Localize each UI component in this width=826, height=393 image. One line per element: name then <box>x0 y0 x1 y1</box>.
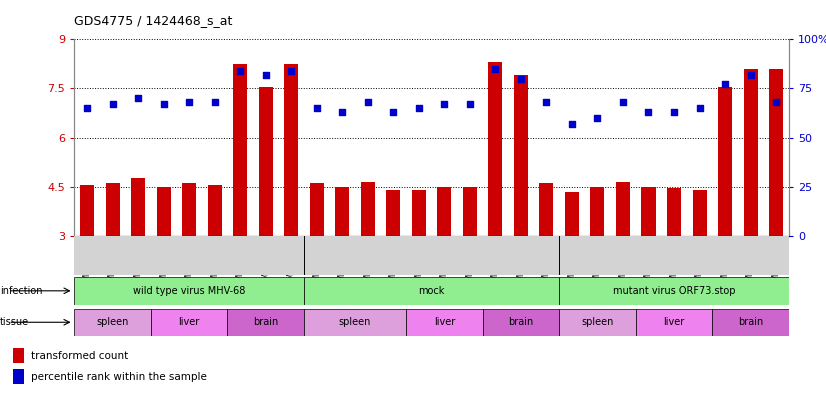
Bar <box>74 309 151 336</box>
Bar <box>151 309 227 336</box>
Bar <box>80 185 94 236</box>
Bar <box>482 309 559 336</box>
Bar <box>13 369 24 384</box>
Bar <box>565 192 579 236</box>
Bar <box>463 187 477 236</box>
Bar <box>183 184 197 236</box>
Point <box>259 72 273 78</box>
Text: wild type virus MHV-68: wild type virus MHV-68 <box>133 286 245 296</box>
Point <box>285 68 298 74</box>
Bar <box>718 87 732 236</box>
Bar <box>412 190 426 236</box>
Bar <box>712 309 789 336</box>
Point <box>183 99 196 105</box>
Point <box>591 115 604 121</box>
Point <box>412 105 425 111</box>
Point <box>361 99 374 105</box>
Bar <box>284 64 298 236</box>
Bar <box>642 187 656 236</box>
Bar <box>335 187 349 236</box>
Bar <box>591 187 605 236</box>
Bar <box>636 309 712 336</box>
Bar <box>514 75 528 236</box>
Bar <box>361 182 375 236</box>
Bar <box>227 309 304 336</box>
Bar <box>310 184 324 236</box>
Bar <box>769 69 783 236</box>
Bar <box>616 182 630 236</box>
Bar <box>207 185 221 236</box>
Text: brain: brain <box>253 317 278 327</box>
Text: liver: liver <box>663 317 685 327</box>
Point <box>744 72 757 78</box>
Point <box>770 99 783 105</box>
Text: transformed count: transformed count <box>31 351 128 361</box>
Bar <box>559 277 789 305</box>
Text: spleen: spleen <box>582 317 614 327</box>
Text: brain: brain <box>738 317 763 327</box>
Point <box>438 101 451 107</box>
Point <box>719 81 732 88</box>
Text: brain: brain <box>508 317 534 327</box>
Bar <box>743 69 757 236</box>
Bar <box>13 348 24 363</box>
Text: mock: mock <box>419 286 444 296</box>
Bar <box>131 178 145 236</box>
Text: spleen: spleen <box>339 317 371 327</box>
Bar <box>692 190 706 236</box>
Point <box>642 109 655 115</box>
Bar <box>387 190 401 236</box>
Point <box>489 66 502 72</box>
Text: infection: infection <box>0 286 42 296</box>
Text: percentile rank within the sample: percentile rank within the sample <box>31 372 206 382</box>
Point <box>335 109 349 115</box>
Point <box>310 105 323 111</box>
Text: spleen: spleen <box>97 317 129 327</box>
Text: liver: liver <box>178 317 200 327</box>
Point <box>157 101 170 107</box>
Bar <box>259 87 273 236</box>
Point <box>106 101 119 107</box>
Bar <box>304 309 406 336</box>
Bar <box>406 309 482 336</box>
Point <box>234 68 247 74</box>
Bar <box>559 309 636 336</box>
Bar <box>233 64 247 236</box>
Point <box>208 99 221 105</box>
Bar <box>74 277 304 305</box>
Point <box>515 75 528 82</box>
Point <box>616 99 629 105</box>
Text: liver: liver <box>434 317 455 327</box>
Point <box>131 95 145 101</box>
Bar <box>157 187 171 236</box>
Point <box>693 105 706 111</box>
Bar <box>667 188 681 236</box>
Bar <box>488 62 502 236</box>
Point <box>80 105 93 111</box>
Text: tissue: tissue <box>0 317 29 327</box>
Bar <box>539 184 553 236</box>
Point <box>387 109 400 115</box>
Bar <box>304 277 559 305</box>
Point <box>667 109 681 115</box>
Point <box>540 99 553 105</box>
Point <box>463 101 477 107</box>
Text: mutant virus ORF73.stop: mutant virus ORF73.stop <box>613 286 735 296</box>
Bar <box>437 187 451 236</box>
Point <box>565 121 578 127</box>
Bar <box>106 184 120 236</box>
Text: GDS4775 / 1424468_s_at: GDS4775 / 1424468_s_at <box>74 15 233 28</box>
